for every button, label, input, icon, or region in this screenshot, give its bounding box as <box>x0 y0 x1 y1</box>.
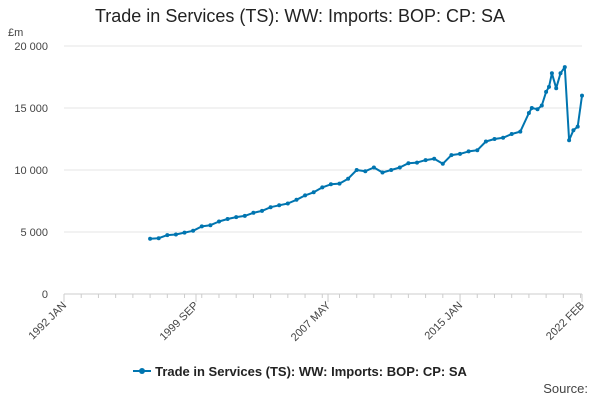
data-point <box>509 132 514 136</box>
y-tick-label: 5 000 <box>20 227 48 239</box>
data-point <box>346 176 351 181</box>
data-point <box>354 168 359 172</box>
source-label: Source: <box>543 381 588 396</box>
x-tick-label: 2015 JAN <box>423 300 466 343</box>
data-point <box>260 208 264 213</box>
data-point <box>397 165 402 170</box>
data-point <box>475 148 480 153</box>
data-point <box>415 160 419 165</box>
data-point <box>225 217 230 221</box>
data-point <box>328 182 333 187</box>
data-point <box>423 158 428 163</box>
data-point <box>148 236 153 241</box>
data-point <box>432 156 437 161</box>
data-point <box>191 228 196 233</box>
data-point <box>567 138 572 143</box>
data-point <box>173 232 178 237</box>
y-tick-label: 20 000 <box>14 41 48 53</box>
legend[interactable]: Trade in Services (TS): WW: Imports: BOP… <box>0 364 600 379</box>
data-point <box>251 210 256 215</box>
series-line <box>150 66 583 240</box>
data-point <box>371 165 376 170</box>
legend-label: Trade in Services (TS): WW: Imports: BOP… <box>155 364 467 379</box>
data-point <box>501 135 506 140</box>
x-tick-label: 2022 FEB <box>544 300 587 343</box>
x-tick-label: 1999 SEP <box>158 300 202 344</box>
data-point <box>234 215 239 220</box>
data-point <box>483 139 488 144</box>
data-point <box>449 153 454 158</box>
data-point <box>363 169 368 174</box>
data-point <box>547 84 551 89</box>
data-point <box>458 151 462 156</box>
data-point <box>208 223 213 228</box>
data-point <box>539 103 544 108</box>
data-point <box>554 86 559 91</box>
y-tick-label: 15 000 <box>14 103 48 115</box>
data-point <box>466 149 471 154</box>
data-point <box>217 219 221 224</box>
data-point <box>165 233 170 238</box>
data-point <box>529 106 534 110</box>
data-point <box>549 71 554 76</box>
y-tick-label: 0 <box>42 289 48 301</box>
x-tick-label: 1992 JAN <box>26 300 69 343</box>
data-point <box>492 137 497 141</box>
data-point <box>277 203 282 208</box>
data-point <box>294 197 299 202</box>
data-point <box>242 213 247 218</box>
data-point <box>562 65 567 70</box>
x-tick-label: 2007 MAY <box>289 299 334 344</box>
data-point <box>518 129 523 134</box>
data-point <box>285 201 290 206</box>
data-point <box>311 190 316 195</box>
data-point <box>571 128 576 133</box>
data-point <box>544 89 549 94</box>
data-point <box>406 161 411 166</box>
data-point <box>526 111 531 115</box>
data-point <box>580 93 584 98</box>
data-point <box>440 161 445 166</box>
legend-line-marker-icon <box>133 365 152 377</box>
data-point <box>575 124 580 129</box>
data-point <box>535 107 540 112</box>
y-tick-label: 10 000 <box>14 165 48 177</box>
data-point <box>389 168 394 172</box>
y-axis-unit-label: £m <box>8 27 24 39</box>
data-point <box>320 185 325 190</box>
data-point <box>558 71 563 76</box>
data-point <box>337 181 342 186</box>
data-point <box>182 230 187 235</box>
data-point <box>303 193 308 198</box>
data-point <box>156 236 161 241</box>
data-point <box>199 224 204 229</box>
data-point <box>268 205 273 210</box>
chart-title: Trade in Services (TS): WW: Imports: BOP… <box>94 6 506 26</box>
data-point <box>380 170 385 175</box>
